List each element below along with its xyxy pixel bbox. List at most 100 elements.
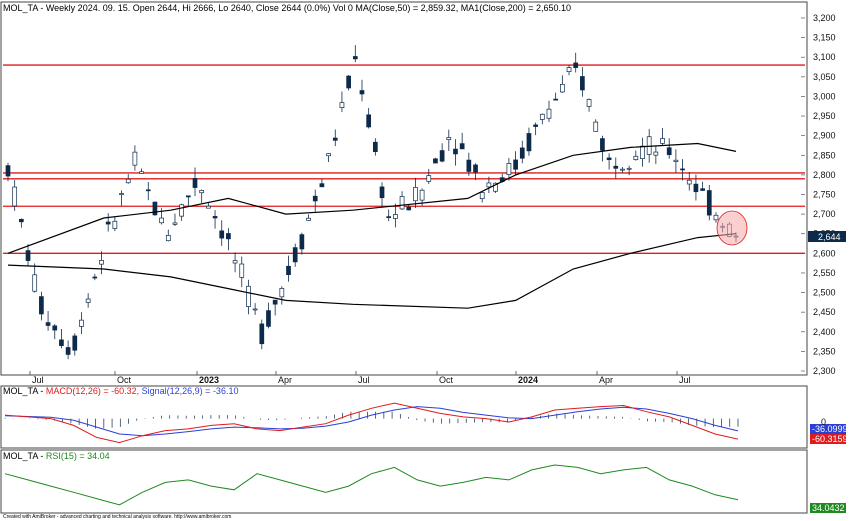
- price-tick-label: 2,950: [813, 111, 836, 121]
- candle-body: [165, 235, 171, 242]
- candle-body: [112, 220, 118, 229]
- candle-body: [653, 151, 659, 156]
- candle-body: [226, 233, 231, 240]
- time-axis: Jul Oct 2023 Apr Jul Oct 2024 Apr Jul: [29, 371, 691, 385]
- candle-body: [339, 102, 345, 108]
- time-tick-label: Jul: [358, 375, 370, 385]
- candle-body: [680, 168, 685, 171]
- candle-body: [406, 206, 412, 211]
- candle-body: [172, 222, 178, 225]
- candle-body: [279, 288, 285, 298]
- macd-zero-label: 0: [821, 417, 826, 427]
- candle-body: [32, 274, 38, 292]
- price-tick-label: 2,700: [813, 209, 836, 219]
- candle-body: [326, 153, 331, 157]
- candle-body: [159, 217, 164, 224]
- rsi-label: RSI(15) = 34.04: [46, 451, 110, 461]
- candle-body: [673, 159, 679, 162]
- price-tick-label: 2,600: [813, 248, 836, 258]
- candle-body: [219, 230, 225, 239]
- signal-label: Signal(12,26,9) = -36.10: [142, 386, 239, 396]
- candle-body: [660, 138, 665, 144]
- macd-series: [4, 402, 739, 444]
- macd-label: MACD(12,26) = -60.32,: [46, 386, 142, 396]
- candle-body: [59, 339, 64, 346]
- candle-body: [506, 163, 512, 175]
- macd-badge-bg: [810, 434, 846, 444]
- candle-body: [573, 62, 579, 68]
- candle-body: [539, 113, 545, 120]
- candle-body: [259, 323, 265, 345]
- candle-body: [459, 143, 465, 150]
- candle-body: [686, 179, 692, 185]
- macd-line: [4, 402, 739, 444]
- candle-body: [252, 308, 258, 311]
- ma50-line: [7, 142, 737, 254]
- candle-body: [39, 296, 44, 315]
- candle-body: [586, 99, 592, 107]
- candle-body: [25, 250, 31, 261]
- candle-body: [413, 187, 418, 202]
- candle-body: [466, 159, 472, 172]
- candle-body: [546, 108, 552, 119]
- rsi-series: [4, 464, 739, 506]
- candle-body: [533, 124, 538, 127]
- candle-body: [493, 182, 498, 192]
- price-tick-label: 2,750: [813, 190, 836, 200]
- rsi-pane-frame: [0, 449, 808, 514]
- macd-pane-frame: [0, 385, 808, 449]
- rsi-title: MOL_TA - RSI(15) = 34.04: [3, 451, 110, 461]
- price-tick-label: 2,900: [813, 131, 836, 141]
- candle-body: [139, 171, 144, 174]
- candle-body: [566, 67, 572, 73]
- candle-body: [152, 201, 158, 216]
- candle-body: [292, 247, 298, 263]
- candle-body: [99, 260, 104, 265]
- candle-body: [272, 299, 278, 305]
- price-tick-label: 2,400: [813, 327, 836, 337]
- candle-body: [419, 189, 425, 201]
- candle-body: [713, 214, 719, 221]
- candle-body: [626, 167, 632, 170]
- candle-body: [312, 195, 318, 202]
- price-tick-label: 2,300: [813, 366, 836, 376]
- candle-body: [706, 190, 712, 216]
- candle-body: [352, 56, 358, 60]
- candle-body: [580, 76, 585, 91]
- candle-body: [526, 133, 532, 152]
- candle-body: [105, 221, 111, 225]
- candle-body: [393, 214, 398, 219]
- candle-body: [332, 137, 338, 141]
- price-tick-label: 3,200: [813, 13, 836, 23]
- candle-body: [206, 205, 211, 209]
- time-tick-label: Apr: [278, 375, 292, 385]
- macd-prefix: MOL_TA -: [3, 386, 46, 396]
- candle-body: [5, 165, 11, 177]
- moving-average-lines: [7, 142, 737, 309]
- candle-body: [52, 325, 58, 331]
- candle-body: [19, 218, 24, 223]
- candle-body: [65, 347, 71, 355]
- candle-body: [199, 190, 205, 194]
- time-tick-label: Oct: [439, 375, 454, 385]
- candle-body: [185, 195, 191, 198]
- rsi-prefix: MOL_TA -: [3, 451, 46, 461]
- candle-body: [212, 216, 218, 219]
- candle-body: [306, 217, 311, 221]
- time-tick-label: 2023: [199, 375, 219, 385]
- rsi-badge-bg: [810, 503, 846, 513]
- candle-body: [593, 121, 599, 132]
- candle-body: [232, 260, 238, 264]
- candle-body: [319, 183, 325, 188]
- candle-body: [519, 147, 525, 159]
- time-tick-label: Oct: [117, 375, 132, 385]
- price-tick-label: 2,450: [813, 307, 836, 317]
- candle-body: [453, 148, 458, 155]
- candle-body: [640, 145, 645, 159]
- candle-body: [426, 175, 432, 182]
- price-tick-label: 2,550: [813, 268, 836, 278]
- candle-body: [606, 157, 612, 161]
- candle-body: [132, 151, 138, 166]
- candle-body: [386, 216, 392, 218]
